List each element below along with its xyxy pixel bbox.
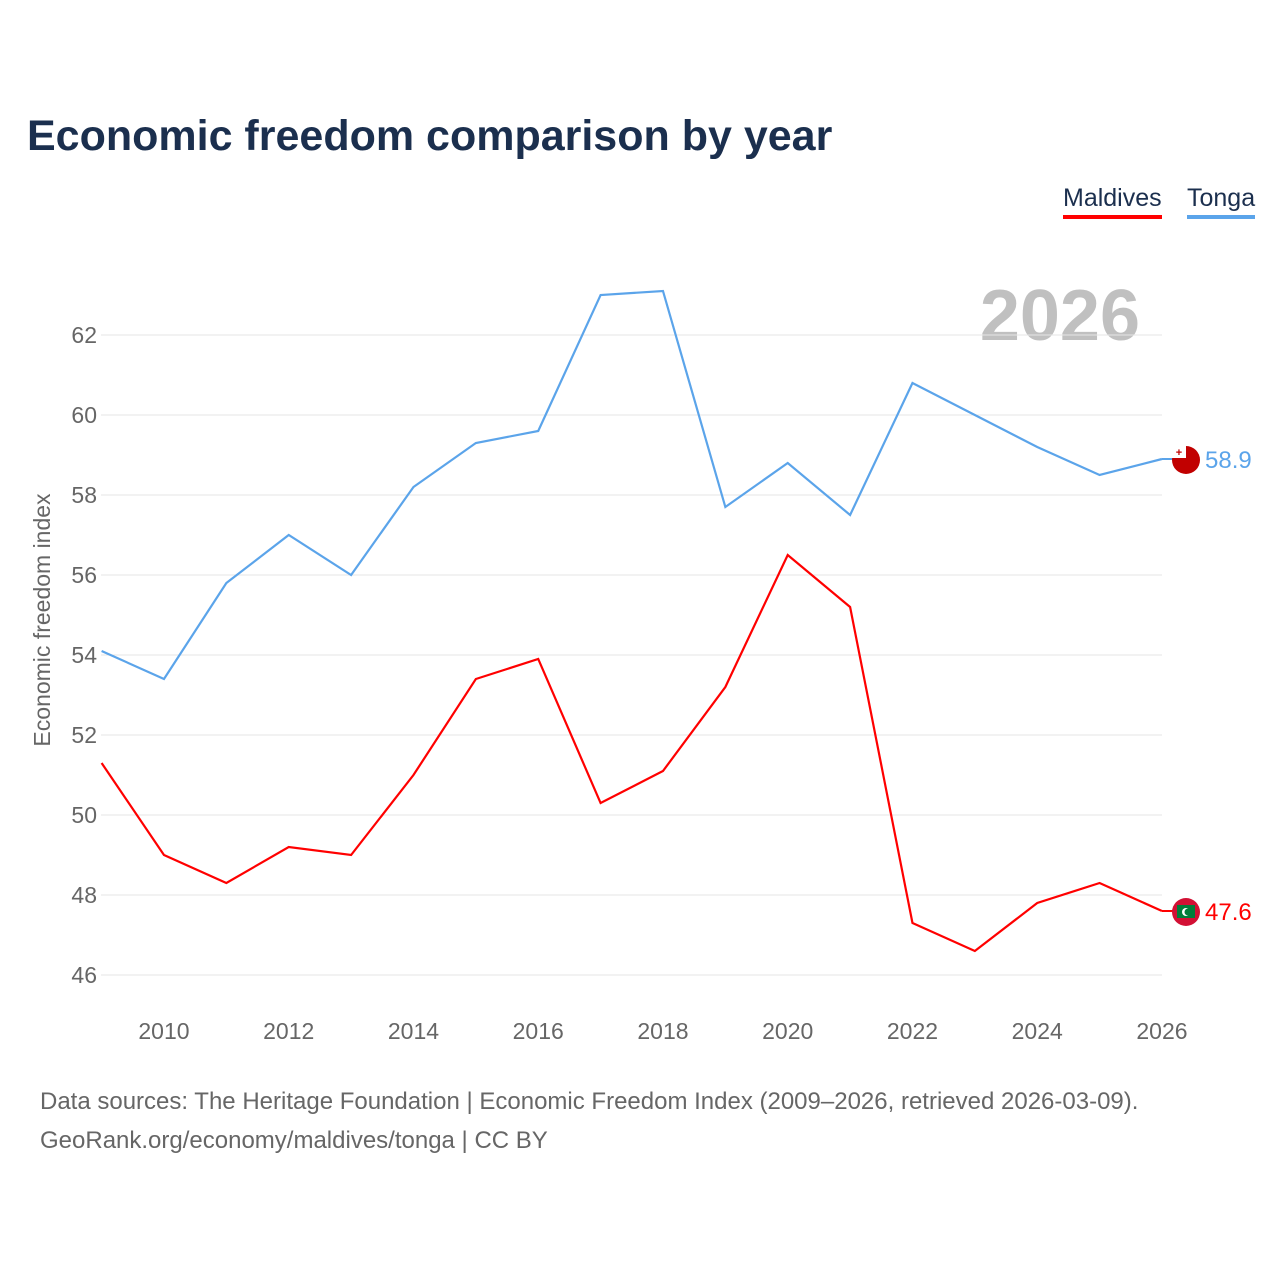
y-tick-label: 46 — [71, 962, 97, 988]
legend-maldives[interactable]: Maldives — [1063, 184, 1162, 219]
series-line-maldives — [100, 553, 1163, 953]
x-tick-label: 2018 — [637, 1018, 688, 1044]
x-tick-label: 2016 — [513, 1018, 564, 1044]
crescent-cut — [1184, 908, 1192, 916]
year-watermark: 2026 — [980, 276, 1140, 356]
y-tick-label: 48 — [71, 882, 97, 908]
legend-tonga[interactable]: Tonga — [1187, 184, 1256, 219]
x-tick-label: 2024 — [1012, 1018, 1063, 1044]
y-axis-label: Economic freedom index — [29, 493, 55, 747]
x-tick-label: 2010 — [138, 1018, 189, 1044]
x-tick-label: 2020 — [762, 1018, 813, 1044]
y-tick-label: 58 — [71, 482, 97, 508]
x-tick-label: 2014 — [388, 1018, 439, 1044]
y-tick-label: 52 — [71, 722, 97, 748]
y-tick-label: 56 — [71, 562, 97, 588]
chart-title: Economic freedom comparison by year — [27, 112, 833, 160]
footer-link[interactable]: GeoRank.org/economy/maldives/tonga | CC … — [40, 1127, 548, 1154]
tonga-cross-icon: + — [1176, 447, 1182, 459]
series-line-tonga — [101, 289, 1163, 681]
footer-sources: Data sources: The Heritage Foundation | … — [40, 1088, 1139, 1115]
y-tick-label: 50 — [71, 802, 97, 828]
x-tick-label: 2026 — [1136, 1018, 1187, 1044]
y-tick-label: 54 — [71, 642, 97, 668]
end-value-label: 47.6 — [1205, 899, 1252, 926]
end-value-label: 58.9 — [1205, 447, 1252, 474]
y-tick-label: 60 — [71, 402, 97, 428]
x-tick-label: 2012 — [263, 1018, 314, 1044]
x-tick-label: 2022 — [887, 1018, 938, 1044]
y-tick-label: 62 — [71, 322, 97, 348]
flag-tonga-canton — [1172, 446, 1186, 458]
